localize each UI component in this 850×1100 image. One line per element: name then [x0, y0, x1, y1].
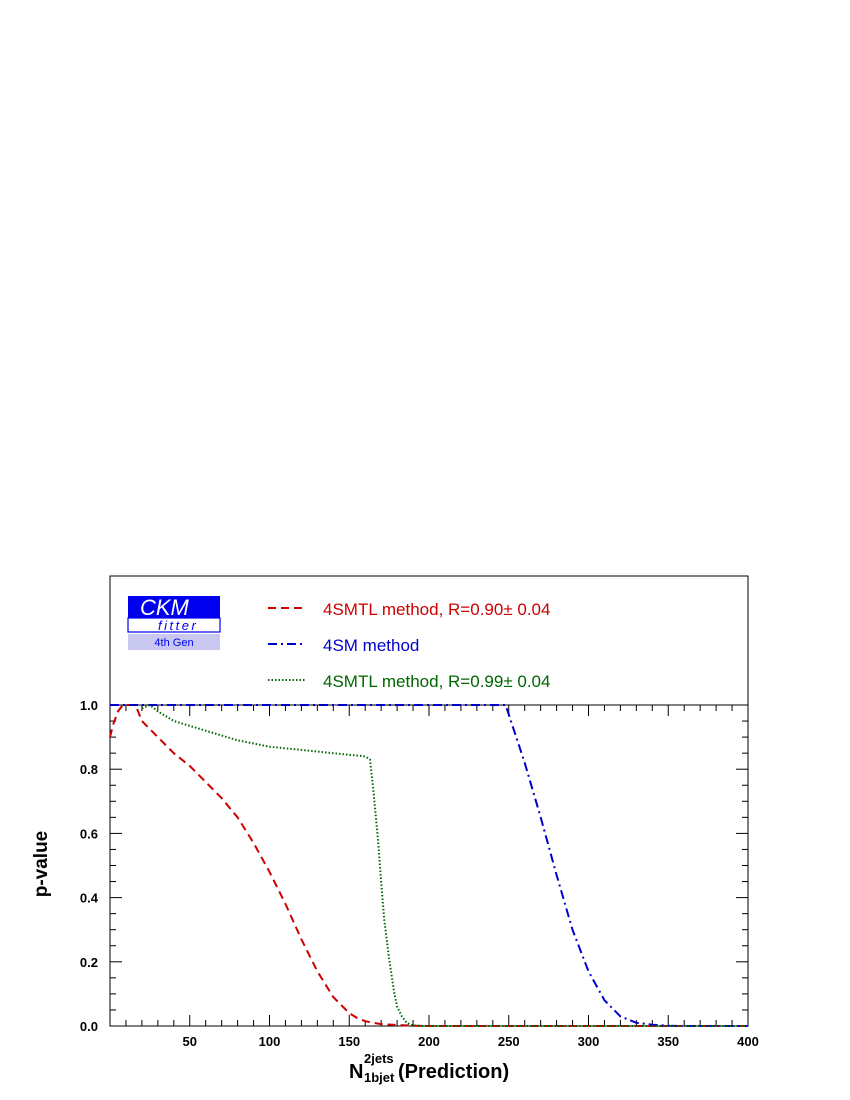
logo-fitter-frame: [127, 617, 221, 633]
logo-ckm-text: CKM: [140, 595, 190, 620]
y-axis-title: p-value: [31, 831, 52, 898]
x-tick-label: 200: [418, 1034, 440, 1049]
y-tick-label: 0.4: [80, 891, 99, 906]
x-axis-title-sub: 1bjet: [364, 1070, 395, 1085]
axis-ticks: 50 100 150 200 250 300 350 400 0.0 0.2 0.4 0.6 0.8 1.…: [80, 698, 759, 1049]
ckmfitter-logo: CKM fitter 4th Gen: [127, 595, 221, 650]
x-tick-label: 400: [737, 1034, 759, 1049]
svg-text:N: N: [349, 1061, 363, 1083]
x-tick-label: 250: [498, 1034, 520, 1049]
plot-frame: [109, 704, 749, 1027]
x-tick-label: 150: [338, 1034, 360, 1049]
y-tick-label: 0.0: [80, 1019, 98, 1034]
x-tick-label: 50: [183, 1034, 197, 1049]
series-line-2: [110, 704, 748, 1027]
y-tick-label: 1.0: [80, 698, 98, 713]
x-axis-title-suffix: (Prediction): [398, 1061, 509, 1083]
x-tick-label: 100: [259, 1034, 281, 1049]
x-axis-title-main: N: [349, 1061, 363, 1083]
logo-gen-text: 4th Gen: [154, 637, 193, 649]
x-axis-title: N 2jets 1bjet (Prediction): [349, 1051, 509, 1085]
legend-label-3: 4SMTL method, R=0.99± 0.04: [323, 672, 550, 691]
logo-fitter-text: fitter: [158, 618, 198, 633]
series-line-3: [141, 704, 748, 1027]
legend: 4SMTL method, R=0.90± 0.04 4SM method 4SMT…: [268, 600, 550, 691]
legend-label-2: 4SM method: [323, 636, 419, 655]
x-axis-title-sup: 2jets: [364, 1051, 394, 1066]
y-tick-label: 0.6: [80, 826, 98, 841]
logo-top-block: [128, 596, 220, 618]
y-tick-label: 0.2: [80, 955, 98, 970]
y-tick-label: 0.8: [80, 762, 98, 777]
legend-label-1: 4SMTL method, R=0.90± 0.04: [323, 600, 550, 619]
logo-bottom-block: [128, 634, 220, 650]
series-line-1: [109, 704, 748, 1027]
x-tick-label: 350: [657, 1034, 679, 1049]
series-group: [109, 704, 748, 1027]
x-tick-label: 300: [578, 1034, 600, 1049]
